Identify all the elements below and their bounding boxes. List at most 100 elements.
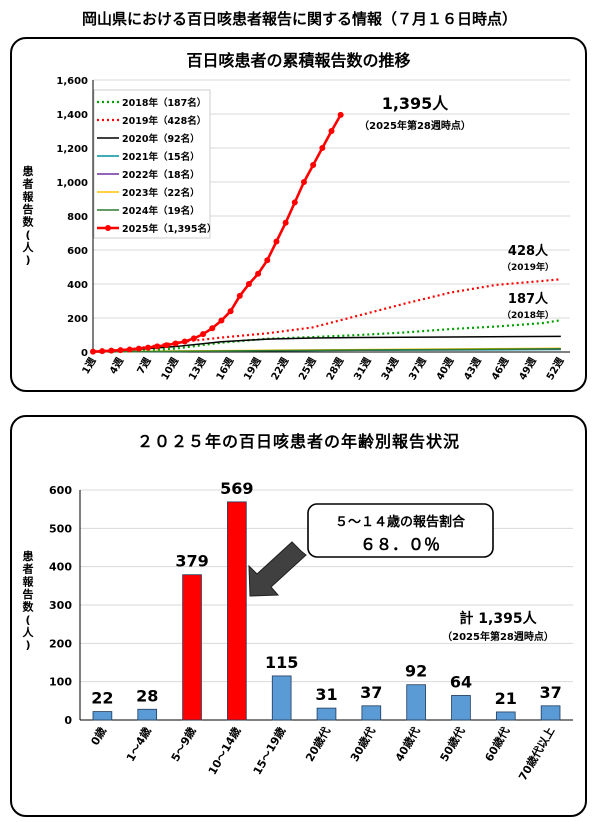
annotation-2018-value: 187人 xyxy=(508,291,549,307)
series-point xyxy=(163,342,170,349)
legend-label: 2020年（92名） xyxy=(122,133,200,145)
x-tick-label: 28週 xyxy=(324,356,346,383)
legend-label: 2025年（1,395名） xyxy=(122,223,217,235)
x-tick-label: 46週 xyxy=(489,356,511,383)
bar-chart-plot: 0 100 200 300 400 500 600 22 0歳 28 1～4歳 379 5～9歳 569 1… xyxy=(49,479,573,783)
series-point xyxy=(273,238,280,245)
legend-label: 2024年（19名） xyxy=(122,205,200,217)
bar-value-label: 115 xyxy=(265,653,298,672)
legend-box xyxy=(93,89,211,239)
total-note: （2025年第28週時点） xyxy=(442,630,554,643)
series-point xyxy=(227,308,234,315)
bar-value-label: 22 xyxy=(91,689,113,708)
x-tick-label: 25週 xyxy=(296,356,318,383)
x-tick-label: 31週 xyxy=(351,356,373,383)
y-axis-label: 患者報告数(人) xyxy=(22,549,35,652)
total-label: 計 1,395人 xyxy=(459,610,537,627)
y-tick-label: 800 xyxy=(67,212,88,223)
callout-line1: ５～１４歳の報告割合 xyxy=(335,514,466,530)
x-tick-label: 0歳 xyxy=(88,725,109,748)
callout-arrow xyxy=(248,541,307,597)
y-tick-label: 200 xyxy=(49,637,72,650)
series-point xyxy=(291,199,298,206)
series-point xyxy=(117,347,124,354)
bar xyxy=(316,707,337,721)
y-tick-label: 0 xyxy=(81,348,88,359)
bar-value-label: 569 xyxy=(220,479,253,498)
bar-value-label: 21 xyxy=(495,689,517,708)
series-point xyxy=(328,128,335,134)
bar xyxy=(451,695,471,721)
legend-marker xyxy=(105,225,111,231)
series-point xyxy=(181,338,188,345)
bar-value-label: 37 xyxy=(360,683,382,702)
y-tick-label: 500 xyxy=(49,522,72,535)
series-point xyxy=(255,270,262,277)
y-tick-label: 600 xyxy=(49,484,72,497)
series-line xyxy=(92,114,342,353)
bar xyxy=(227,501,247,721)
x-tick-label: 34週 xyxy=(379,356,401,383)
bar xyxy=(182,574,202,721)
series-point xyxy=(264,257,271,264)
x-tick-label: 52週 xyxy=(544,356,566,383)
bar xyxy=(361,705,382,721)
y-tick-label: 200 xyxy=(67,314,88,325)
annotation-2025-value: 1,395人 xyxy=(382,94,450,113)
y-tick-label: 1,000 xyxy=(56,178,88,189)
callout-line2: ６８．０％ xyxy=(360,535,440,554)
bar-value-label: 64 xyxy=(450,672,472,691)
y-tick-label: 400 xyxy=(49,561,72,574)
cumulative-chart-title: 百日咳患者の累積報告数の推移 xyxy=(186,51,411,70)
series-point xyxy=(200,331,207,338)
series-point xyxy=(300,179,307,185)
bar xyxy=(540,705,561,721)
x-tick-label: 22週 xyxy=(269,356,291,383)
series-point xyxy=(154,343,161,350)
y-tick-label: 1,200 xyxy=(56,144,88,155)
bar-value-label: 92 xyxy=(405,662,427,681)
bar xyxy=(92,711,113,721)
x-tick-label: 60歳代 xyxy=(482,725,513,764)
x-tick-label: 20歳代 xyxy=(302,725,333,764)
age-chart-title: ２０２５年の百日咳患者の年齢別報告状況 xyxy=(136,432,460,451)
legend-label: 2023年（22名） xyxy=(122,187,200,199)
series-point xyxy=(236,292,243,299)
x-tick-label: 40週 xyxy=(434,356,456,383)
x-tick-label: 7週 xyxy=(135,356,154,377)
series-point xyxy=(99,348,106,355)
series-line xyxy=(92,348,561,353)
bar-value-label: 379 xyxy=(175,552,208,571)
series-point xyxy=(108,347,115,354)
series-point xyxy=(90,348,96,355)
series-point xyxy=(310,162,317,168)
y-axis-label: 患者報告数(人) xyxy=(22,164,35,267)
x-tick-label: 40歳代 xyxy=(392,725,423,764)
legend-label: 2021年（15名） xyxy=(122,151,200,163)
series-point xyxy=(145,344,152,351)
legend-label: 2019年（428名） xyxy=(122,115,206,127)
bar-value-label: 31 xyxy=(315,685,337,704)
x-tick-label: 1～4歳 xyxy=(123,725,154,764)
x-tick-label: 5～9歳 xyxy=(168,725,199,764)
x-tick-label: 15～19歳 xyxy=(250,725,288,778)
series-line xyxy=(92,278,561,353)
y-tick-label: 600 xyxy=(67,246,88,257)
y-tick-label: 300 xyxy=(49,599,72,612)
annotation-2018-note: （2018年） xyxy=(502,309,554,321)
series-point xyxy=(172,340,179,347)
x-tick-label: 43週 xyxy=(462,356,484,383)
page-title: 岡山県における百日咳患者報告に関する情報（７月１６日時点） xyxy=(81,10,517,28)
bar xyxy=(137,708,158,721)
bar-value-label: 28 xyxy=(136,686,158,705)
x-tick-label: 49週 xyxy=(517,356,539,383)
annotation-2019-value: 428人 xyxy=(508,243,549,259)
legend-label: 2022年（18名） xyxy=(122,169,200,181)
series-point xyxy=(190,335,197,342)
callout-box xyxy=(307,503,494,558)
y-tick-label: 0 xyxy=(64,714,72,727)
series-point xyxy=(245,281,252,287)
series-point xyxy=(126,346,133,353)
